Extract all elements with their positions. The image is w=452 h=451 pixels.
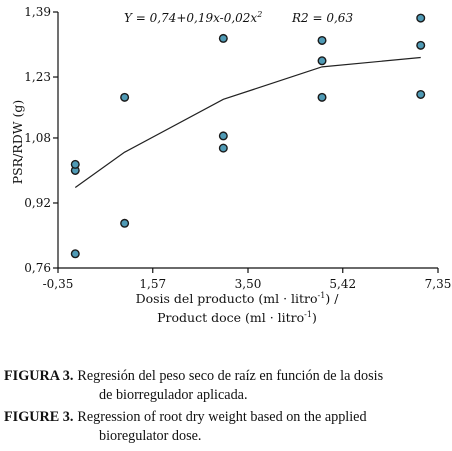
- x-tick-label: 1,57: [139, 277, 166, 291]
- x-axis-title-line1: Dosis del producto (ml · litro-1) /: [136, 291, 340, 306]
- y-tick-label: 1,23: [24, 70, 51, 84]
- x-axis-title-line1-sup: -1: [318, 291, 326, 300]
- equation-main: Y = 0,74+0,19x-0,02x: [124, 11, 257, 25]
- caption-en-line1: Regression of root dry weight based on t…: [77, 409, 367, 425]
- y-tick-label: 0,76: [24, 261, 51, 275]
- data-point: [218, 143, 228, 153]
- data-point: [218, 131, 228, 141]
- x-axis-title-line2-tail: ): [312, 310, 317, 325]
- data-point: [416, 89, 426, 99]
- y-tick-label: 1,39: [24, 5, 51, 19]
- data-point: [317, 35, 327, 45]
- y-tick-label: 0,92: [24, 196, 51, 210]
- caption-en-row: FIGURE 3. Regression of root dry weight …: [4, 408, 450, 427]
- data-point: [317, 56, 327, 66]
- equation-exponent: 2: [256, 10, 262, 19]
- axes: [57, 12, 438, 269]
- x-axis-title-line2-sup: -1: [304, 310, 312, 319]
- y-axis-title: PSR/RDW (g): [10, 100, 25, 185]
- tick-labels: 0,76 0,92 1,08 1,23 1,39 -0,35 1,57 3,50 5,42 7,3…: [24, 5, 451, 291]
- caption-en-line2: bioregulator dose.: [99, 428, 202, 444]
- x-tick-label: 3,50: [235, 277, 262, 291]
- data-point: [120, 92, 130, 102]
- x-tick-label: 7,35: [425, 277, 452, 291]
- data-point: [218, 33, 228, 43]
- x-axis-title-line1-main: Dosis del producto (ml · litro: [136, 291, 318, 306]
- data-point: [70, 159, 80, 169]
- figure-caption-es: FIGURA 3. Regresión del peso seco de raí…: [4, 367, 450, 405]
- x-axis-title-line2-main: Product doce (ml · litro: [157, 310, 304, 325]
- regression-curve: [74, 56, 421, 189]
- chart: 0,76 0,92 1,08 1,23 1,39 -0,35 1,57 3,50 5,42 7,3…: [10, 5, 451, 325]
- data-point: [416, 40, 426, 50]
- data-point: [70, 249, 80, 259]
- r-squared: R2 = 0,63: [291, 11, 353, 25]
- caption-es-line2: de biorregulador aplicada.: [99, 387, 248, 403]
- regression-equation: Y = 0,74+0,19x-0,02x2: [124, 10, 262, 25]
- caption-es-label: FIGURA 3.: [4, 368, 74, 384]
- caption-es-row: FIGURA 3. Regresión del peso seco de raí…: [4, 367, 450, 386]
- x-tick-label: 5,42: [329, 277, 356, 291]
- x-axis-title-line1-tail: ) /: [325, 291, 339, 306]
- x-axis-title-line2: Product doce (ml · litro-1): [157, 310, 317, 325]
- data-point: [317, 92, 327, 102]
- x-tick-label: -0,35: [43, 277, 74, 291]
- tick-marks: [53, 11, 439, 273]
- caption-es-line1: Regresión del peso seco de raíz en funci…: [77, 368, 384, 384]
- data-point: [416, 13, 426, 23]
- data-point: [120, 218, 130, 228]
- y-tick-label: 1,08: [24, 131, 51, 145]
- figure-caption-en: FIGURE 3. Regression of root dry weight …: [4, 408, 450, 446]
- caption-en-label: FIGURE 3.: [4, 409, 74, 425]
- data-points: [70, 13, 426, 259]
